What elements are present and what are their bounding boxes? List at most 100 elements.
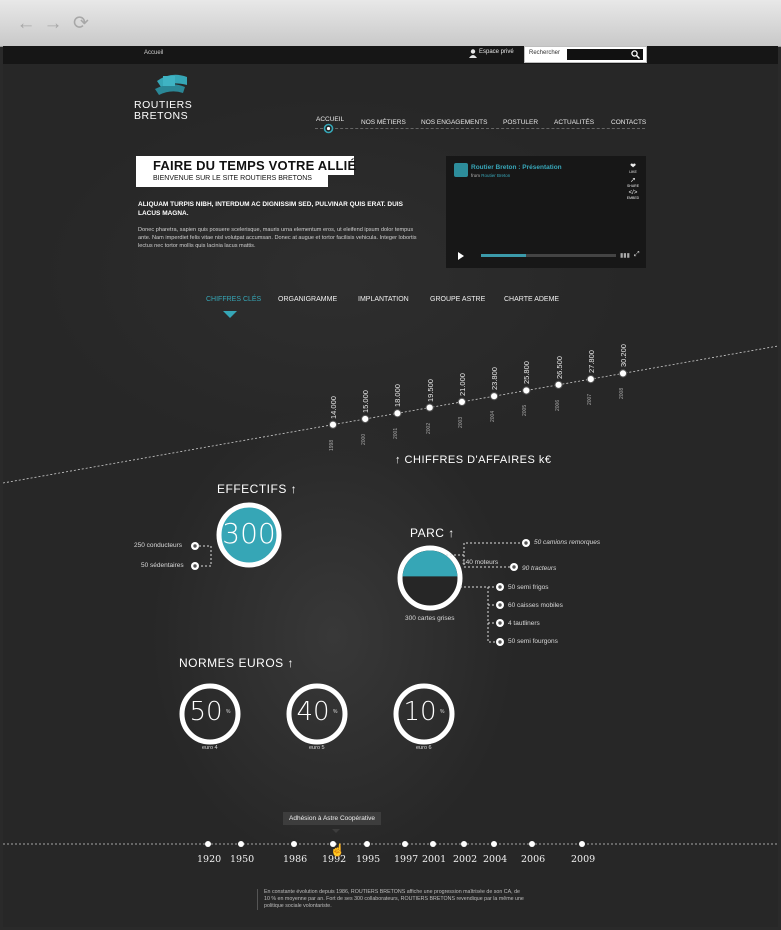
revenue-point[interactable] (522, 386, 531, 395)
brand-logo[interactable]: ROUTIERS BRETONS (134, 100, 192, 121)
timeline-dot[interactable] (491, 841, 497, 847)
timeline-dot[interactable] (205, 841, 211, 847)
timeline-year[interactable]: 2009 (571, 854, 596, 865)
timeline-dot[interactable] (579, 841, 585, 847)
logo-mark-icon[interactable] (153, 73, 191, 99)
timeline-year[interactable]: 2002 (453, 854, 478, 865)
reload-icon[interactable]: ⟳ (73, 13, 89, 34)
revenue-point[interactable] (586, 374, 595, 384)
timeline-year[interactable]: 2006 (521, 854, 546, 865)
tautliners-label: 4 tautliners (508, 620, 540, 627)
revenue-value-label: 23.800 (490, 367, 500, 391)
euro4-ring[interactable] (179, 683, 241, 745)
nav-item-nos-metiers[interactable]: NOS MÉTIERS (361, 119, 406, 126)
share-icon: ➚ (630, 177, 636, 184)
nav-item-postuler[interactable]: POSTULER (503, 119, 539, 126)
revenue-point[interactable] (361, 414, 370, 424)
effectifs-ring[interactable] (216, 502, 282, 568)
intro-body: Donec pharetra, sapien quis posuere scel… (138, 227, 417, 249)
euro6-value: 10 (403, 697, 437, 727)
private-space-link[interactable]: Espace privé (479, 49, 514, 55)
timeline-dot[interactable] (529, 841, 535, 847)
timeline-year[interactable]: 2001 (422, 854, 447, 865)
intro-subtitle: BIENVENUE SUR LE SITE ROUTIERS BRETONS (153, 175, 312, 182)
euro4-label: euro 4 (202, 745, 218, 751)
embed-label: EMBED (626, 196, 640, 200)
video-title[interactable]: Routier Breton : Présentation (471, 164, 562, 171)
parc-title[interactable]: PARC ↑ (410, 526, 455, 540)
timeline-year[interactable]: 1995 (356, 854, 381, 865)
effectifs-title[interactable]: EFFECTIFS ↑ (217, 482, 298, 496)
revenue-point[interactable] (328, 420, 338, 429)
revenue-point[interactable] (425, 403, 434, 412)
revenue-point[interactable] (393, 409, 402, 418)
euro4-unit: % (226, 709, 231, 715)
volume-icon[interactable]: ▮▮▮ (620, 253, 630, 259)
nav-item-accueil[interactable]: ACCUEIL (316, 116, 345, 123)
hand-cursor-icon: ☝ (330, 843, 345, 857)
timeline-dots (205, 841, 585, 847)
timeline-dot[interactable] (330, 841, 336, 847)
nav-item-nos-engagements[interactable]: NOS ENGAGEMENTS (421, 119, 488, 126)
timeline-dot[interactable] (364, 841, 370, 847)
revenue-year-label: 2007 (586, 393, 593, 406)
timeline-year[interactable]: 1986 (283, 854, 308, 865)
search-icon[interactable] (631, 50, 640, 59)
timeline-description: En constante évolution depuis 1986, ROUT… (257, 889, 526, 910)
frigos-label: 50 semi frigos (508, 584, 549, 591)
timeline-dot[interactable] (402, 841, 408, 847)
euro6-ring[interactable] (393, 683, 455, 745)
fourgons-dot-core (498, 640, 502, 644)
share-button[interactable]: ➚ SHARE (626, 176, 640, 188)
timeline-dot[interactable] (461, 841, 467, 847)
effectifs-total: 300 (222, 517, 276, 550)
timeline-dot[interactable] (430, 841, 436, 847)
nav-item-contacts[interactable]: CONTACTS (611, 119, 647, 126)
video-progress-bar[interactable] (481, 254, 616, 257)
timeline-dot[interactable] (238, 841, 244, 847)
intro-title-box (136, 156, 354, 175)
euro5-unit: % (333, 709, 338, 715)
browser-toolbar: ← → ⟳ (0, 0, 781, 47)
caisses-dot-core (498, 603, 502, 607)
nav-item-actualites[interactable]: ACTUALITÉS (554, 119, 595, 126)
timeline-year[interactable]: 1997 (394, 854, 419, 865)
camions-dot-core (524, 541, 528, 545)
revenue-point[interactable] (490, 392, 499, 401)
revenue-point[interactable] (457, 397, 466, 406)
back-arrow-icon[interactable]: ← (16, 13, 36, 34)
video-player[interactable]: Routier Breton : Présentation from Routi… (446, 156, 646, 268)
fourgons-label: 50 semi fourgons (508, 638, 558, 645)
revenue-value-label: 25.800 (522, 361, 532, 385)
timeline-year[interactable]: 2004 (483, 854, 508, 865)
revenue-point[interactable] (554, 380, 563, 389)
fullscreen-icon[interactable]: ⤢ (634, 251, 640, 258)
tab-organigramme[interactable]: ORGANIGRAMME (278, 296, 338, 303)
tab-groupe-astre[interactable]: GROUPE ASTRE (430, 296, 486, 303)
like-button[interactable]: ❤ LIKE (626, 162, 640, 174)
euro5-value: 40 (296, 697, 330, 727)
home-link[interactable]: Accueil (144, 50, 164, 56)
euro6-unit: % (440, 709, 445, 715)
video-author[interactable]: Routier Breton (481, 173, 511, 178)
timeline-year[interactable]: 1992 (322, 854, 347, 865)
play-icon[interactable] (458, 252, 464, 260)
page: Accueil Espace privé Rechercher ROUTIERS… (3, 46, 778, 927)
revenue-point[interactable] (618, 369, 628, 378)
revenue-value-label: 21.000 (457, 372, 467, 396)
normes-title[interactable]: NORMES EUROS ↑ (179, 656, 295, 670)
euro5-ring[interactable] (286, 683, 348, 745)
timeline-year[interactable]: 1950 (230, 854, 255, 865)
forward-arrow-icon[interactable]: → (43, 13, 63, 34)
sedentaires-label: 50 sédentaires (141, 562, 184, 569)
revenue-value-label: 30.200 (619, 344, 628, 368)
timeline-dot[interactable] (291, 841, 297, 847)
timeline-year[interactable]: 1920 (197, 854, 222, 865)
embed-button[interactable]: </> EMBED (626, 190, 640, 200)
conducteurs-dot-core (193, 544, 197, 548)
search-input[interactable] (567, 49, 643, 60)
tab-implantation[interactable]: IMPLANTATION (358, 296, 409, 303)
tab-chiffres-cles[interactable]: CHIFFRES CLÉS (206, 296, 262, 303)
effectifs-connector (199, 545, 212, 567)
tab-charte-ademe[interactable]: CHARTE ADEME (504, 296, 560, 303)
